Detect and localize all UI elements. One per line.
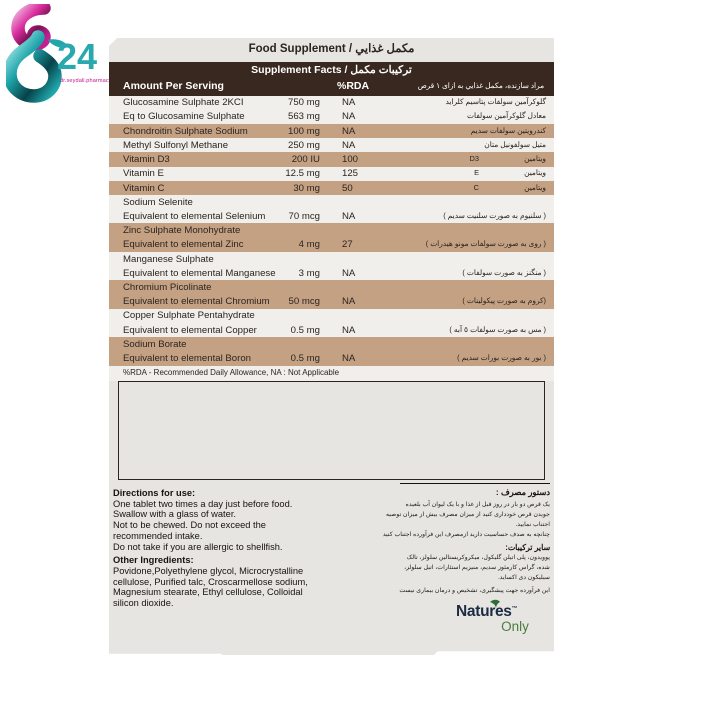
svg-text:24: 24	[57, 36, 97, 77]
